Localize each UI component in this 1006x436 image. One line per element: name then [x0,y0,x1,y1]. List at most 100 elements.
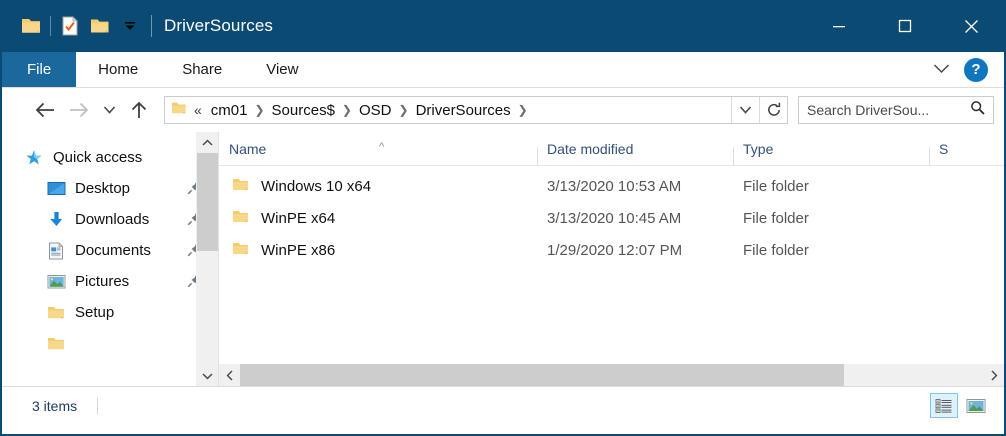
table-row[interactable]: Windows 10 x64 3/13/2020 10:53 AM File f… [219,170,1004,202]
column-header-label: Name [229,141,267,157]
details-view-button[interactable] [930,393,958,418]
pin-icon[interactable] [187,243,201,262]
tab-home[interactable]: Home [98,61,139,78]
sidebar-scroll-track[interactable] [197,153,218,365]
sidebar-item-desktop[interactable]: Desktop [2,173,218,204]
nav-top-spacer [2,132,218,142]
ribbon-tabs: File Home Share View ? [2,52,1004,88]
status-separator [97,397,99,414]
file-name-label: Windows 10 x64 [261,177,372,195]
qat-separator-1 [50,16,51,36]
search-placeholder: Search DriverSou... [807,102,930,118]
file-date-cell: 3/13/2020 10:53 AM [547,177,682,195]
file-list-horizontal-scrollbar[interactable] [219,364,1004,386]
explorer-body: Quick access Desktop [2,132,1004,386]
sidebar-item-label: Quick access [53,149,143,166]
new-folder-icon[interactable] [85,11,115,41]
search-icon[interactable] [970,100,985,120]
pin-icon[interactable] [187,181,201,200]
scroll-down-icon[interactable] [197,365,218,386]
recent-locations-icon[interactable] [96,93,122,127]
sidebar-item-setup[interactable]: Setup [2,297,218,328]
sidebar-item-pictures[interactable]: Pictures [2,266,218,297]
file-name-label: WinPE x86 [261,241,336,259]
properties-icon[interactable] [55,11,85,41]
folder-icon [46,303,66,323]
file-name-cell[interactable]: WinPE x86 [219,241,537,260]
horizontal-scroll-thumb[interactable] [240,364,844,386]
table-row[interactable]: WinPE x64 3/13/2020 10:45 AM File folder [219,202,1004,234]
tab-view[interactable]: View [266,61,299,78]
expand-ribbon-icon[interactable] [933,61,950,79]
horizontal-scroll-track[interactable] [240,364,983,386]
up-button[interactable] [122,93,156,127]
sidebar-item-documents[interactable]: Documents [2,235,218,266]
scroll-up-icon[interactable] [197,132,218,153]
sidebar-item-downloads[interactable]: Downloads [2,204,218,235]
address-bar[interactable]: « cm01 ❯ Sources$ ❯ OSD ❯ DriverSources … [164,96,788,124]
help-button[interactable]: ? [964,57,988,82]
address-bar-row: « cm01 ❯ Sources$ ❯ OSD ❯ DriverSources … [2,88,1004,132]
minimize-button[interactable] [806,0,872,52]
ribbon-right-controls: ? [933,52,1004,87]
address-dropdown-icon[interactable] [731,97,759,123]
sidebar-item-label: Desktop [75,180,131,197]
sidebar-scroll-thumb[interactable] [197,153,218,251]
scroll-right-icon[interactable] [983,364,1004,386]
breadcrumb-separator-icon[interactable]: ❯ [254,103,265,117]
column-header-label: S [939,141,949,157]
column-header-date-modified[interactable]: Date modified [537,141,733,165]
breadcrumb-overflow[interactable]: « [194,102,202,118]
breadcrumb-item-osd[interactable]: OSD [358,101,392,119]
navigation-pane: Quick access Desktop [2,132,218,386]
file-type-cell: File folder [743,241,809,259]
title-bar: DriverSources [2,0,1004,52]
forward-button[interactable] [62,93,96,127]
folder-icon[interactable] [16,11,46,41]
table-row[interactable]: WinPE x86 1/29/2020 12:07 PM File folder [219,234,1004,266]
file-date-cell: 1/29/2020 12:07 PM [547,241,683,259]
status-bar: 3 items [2,386,1004,424]
refresh-icon[interactable] [759,97,787,123]
sidebar-item-quick-access[interactable]: Quick access [2,142,218,173]
file-type-cell: File folder [743,209,809,227]
back-button[interactable] [28,93,62,127]
column-header-name[interactable]: ^ Name [219,141,537,165]
breadcrumb-item-sources[interactable]: Sources$ [271,101,335,119]
folder-icon [232,209,249,228]
sidebar-item-label: Downloads [75,211,150,228]
file-list-pane: ^ Name Date modified Type S [219,132,1004,386]
breadcrumb-item-driversources[interactable]: DriverSources [415,101,511,119]
tab-file[interactable]: File [2,52,77,87]
close-button[interactable] [938,0,1004,52]
sidebar-item-partial[interactable] [2,328,218,359]
file-name-cell[interactable]: WinPE x64 [219,209,537,228]
breadcrumb-separator-icon[interactable]: ❯ [341,103,352,117]
breadcrumb-separator-icon[interactable]: ❯ [517,103,528,117]
folder-icon [232,177,249,196]
scroll-left-icon[interactable] [219,364,240,386]
sidebar-vertical-scrollbar[interactable] [196,132,218,386]
file-name-cell[interactable]: Windows 10 x64 [219,177,537,196]
title-separator [151,15,152,37]
file-type-cell: File folder [743,177,809,195]
column-header-type[interactable]: Type [733,141,929,165]
breadcrumb-separator-icon[interactable]: ❯ [398,103,409,117]
item-count-label: 3 items [32,397,78,414]
desktop-icon [46,179,66,199]
column-header-size[interactable]: S [929,141,989,165]
tab-share[interactable]: Share [182,61,223,78]
pane-splitter[interactable] [218,132,219,386]
maximize-button[interactable] [872,0,938,52]
sidebar-item-label: Setup [75,304,115,321]
pin-icon[interactable] [187,274,201,293]
large-icons-view-button[interactable] [962,393,990,418]
file-rows: Windows 10 x64 3/13/2020 10:53 AM File f… [219,166,1004,266]
search-input[interactable]: Search DriverSou... [798,96,994,124]
breadcrumb: « cm01 ❯ Sources$ ❯ OSD ❯ DriverSources … [187,102,731,119]
pin-icon[interactable] [187,212,201,231]
quick-access-toolbar: DriverSources [2,11,273,41]
breadcrumb-item-cm01[interactable]: cm01 [210,101,248,119]
chevron-down-icon[interactable] [115,11,145,41]
